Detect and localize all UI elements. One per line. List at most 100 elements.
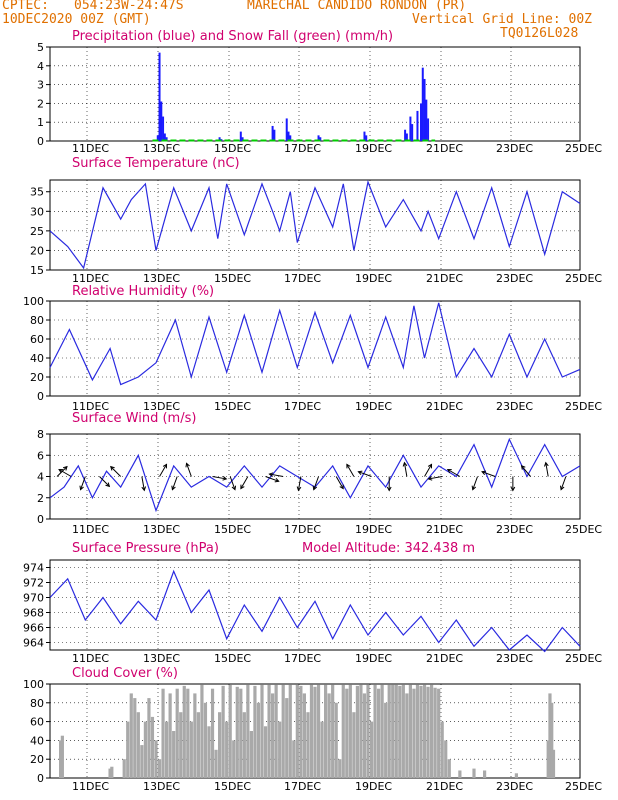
wind-vector <box>428 476 443 480</box>
x-tick-label: 19DEC <box>355 142 392 155</box>
y-tick-label: 20 <box>30 753 44 766</box>
bar <box>263 726 268 778</box>
wind-vector <box>472 476 479 490</box>
panel-5: Cloud Cover (%) 0 20 40 60 80 100 11DEC 13DEC 15D… <box>23 666 602 793</box>
header-coords: 054:23W-24:47S <box>74 0 184 13</box>
bar <box>158 52 161 141</box>
x-tick-label: 11DEC <box>72 523 109 536</box>
wind-vector <box>186 463 192 477</box>
wind-vector <box>141 476 145 491</box>
bar <box>288 684 292 778</box>
y-tick-label: 100 <box>23 678 44 691</box>
wind-vector-head <box>274 477 280 483</box>
y-tick-label: 3 <box>37 79 44 92</box>
bar <box>172 731 176 778</box>
y-tick-label: 964 <box>23 637 44 650</box>
panel-3: Surface Wind (m/s) 0 2 4 6 8 11DEC 13DEC 15DEC 17… <box>37 411 602 536</box>
wind-vector <box>358 471 372 477</box>
series-line <box>49 437 581 513</box>
wind-vector-head <box>471 485 477 491</box>
wind-vector-head <box>231 485 237 491</box>
wind-vector <box>560 476 567 490</box>
bar <box>271 693 275 778</box>
x-tick-label: 23DEC <box>496 652 533 665</box>
bar <box>207 726 211 778</box>
bar <box>154 740 158 778</box>
wind-vector-head <box>427 463 433 469</box>
x-tick-label: 17DEC <box>284 652 321 665</box>
wind-vector <box>424 464 432 477</box>
x-tick-label: 25DEC <box>565 523 602 536</box>
x-tick-label: 25DEC <box>565 400 602 413</box>
bar <box>143 721 147 778</box>
x-tick-label: 13DEC <box>143 400 180 413</box>
bar <box>210 688 215 778</box>
y-tick-label: 972 <box>23 577 44 590</box>
y-tick-label: 970 <box>23 592 44 605</box>
y-tick-label: 6 <box>37 449 44 462</box>
bar <box>59 740 63 778</box>
bar <box>165 721 169 778</box>
bar <box>186 688 190 778</box>
y-tick-label: 20 <box>30 371 44 384</box>
x-tick-label: 15DEC <box>214 400 251 413</box>
wind-vector <box>481 471 496 477</box>
bar <box>235 686 239 778</box>
x-tick-label: 17DEC <box>284 272 321 285</box>
bar <box>260 684 264 778</box>
bar <box>363 131 366 141</box>
x-tick-label: 23DEC <box>496 780 533 793</box>
bar <box>182 685 186 778</box>
bar <box>394 684 398 778</box>
y-tick-label: 0 <box>37 772 44 785</box>
bar <box>241 137 244 141</box>
wind-vector-head <box>62 465 68 471</box>
bar <box>278 721 282 778</box>
bar <box>160 101 163 141</box>
bar <box>214 749 218 778</box>
y-tick-label: 0 <box>37 513 44 526</box>
header-station: MARECHAL CANDIDO RONDON (PR) <box>247 0 467 13</box>
bar <box>309 684 314 778</box>
wind-vector-head <box>240 484 245 490</box>
bar <box>331 684 335 778</box>
x-tick-label: 23DEC <box>496 272 533 285</box>
x-tick-label: 23DEC <box>496 523 533 536</box>
bar <box>359 684 363 778</box>
bar <box>218 712 222 778</box>
wind-vector-head <box>559 485 565 491</box>
x-tick-label: 11DEC <box>72 142 109 155</box>
bar <box>136 712 140 778</box>
wind-vector <box>110 466 122 477</box>
y-tick-label: 80 <box>30 314 44 327</box>
bar <box>317 135 320 141</box>
bar <box>341 684 345 778</box>
bar <box>384 702 388 778</box>
bar <box>319 137 322 141</box>
bar <box>408 684 412 778</box>
wind-vector-head <box>296 486 302 492</box>
bar <box>203 702 208 778</box>
bar <box>239 131 242 141</box>
bar <box>338 759 342 778</box>
wind-vector-head <box>481 470 487 476</box>
wind-vector-head <box>510 486 516 492</box>
wind-vector-head <box>105 482 111 488</box>
x-tick-label: 19DEC <box>355 652 392 665</box>
wind-vector-head <box>222 476 228 481</box>
wind-vector <box>297 476 302 491</box>
bar <box>274 684 278 778</box>
y-tick-label: 8 <box>37 428 44 441</box>
y-tick-label: 40 <box>30 734 44 747</box>
y-tick-label: 0 <box>37 390 44 403</box>
wind-vector-head <box>171 485 176 491</box>
bar <box>348 684 352 778</box>
x-tick-label: 25DEC <box>565 272 602 285</box>
panel-title: Relative Humidity (%) <box>72 284 214 299</box>
x-tick-label: 15DEC <box>214 272 251 285</box>
bar <box>444 740 448 778</box>
wind-vector <box>403 462 408 477</box>
bar <box>133 698 137 778</box>
bar <box>150 716 155 778</box>
y-tick-label: 15 <box>30 264 44 277</box>
